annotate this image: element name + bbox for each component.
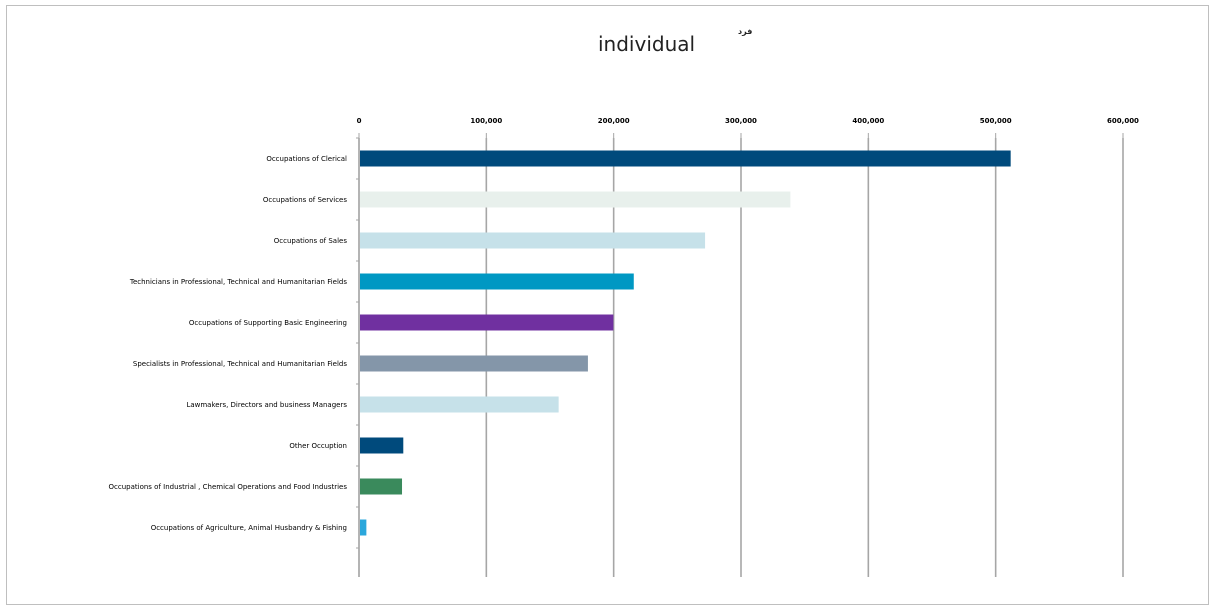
category-label: Occupations of Sales <box>274 237 348 245</box>
category-label: Occupations of Supporting Basic Engineer… <box>189 319 347 327</box>
x-tick-label: 400,000 <box>852 117 884 125</box>
bar <box>360 232 706 249</box>
bar <box>360 191 791 208</box>
bar <box>360 396 559 413</box>
x-tick-label: 500,000 <box>980 117 1012 125</box>
bar <box>360 437 404 454</box>
category-label: Other Occuption <box>289 442 347 450</box>
bar <box>360 150 1011 167</box>
x-tick-label: 100,000 <box>470 117 502 125</box>
bar <box>360 273 634 290</box>
x-tick-label: 300,000 <box>725 117 757 125</box>
category-label: Specialists in Professional, Technical a… <box>133 360 347 368</box>
bar <box>360 478 403 495</box>
bar-chart: 0 100,000 200,000 300,000 400,000 500,000 600,… <box>109 117 1139 577</box>
bar <box>360 314 614 331</box>
category-label: Technicians in Professional, Technical a… <box>129 278 347 286</box>
category-label: Lawmakers, Directors and business Manage… <box>186 401 347 409</box>
x-tick-label: 600,000 <box>1107 117 1139 125</box>
unit-label: فرد <box>738 27 753 36</box>
category-label: Occupations of Clerical <box>266 155 347 163</box>
category-label: Occupations of Agriculture, Animal Husba… <box>151 524 347 532</box>
category-label: Occupations of Services <box>263 196 348 204</box>
category-label: Occupations of Industrial , Chemical Ope… <box>109 483 348 491</box>
x-tick-label: 0 <box>357 117 362 125</box>
x-tick-label: 200,000 <box>598 117 630 125</box>
bar <box>360 355 588 372</box>
bar <box>360 519 367 536</box>
chart-title: individual <box>598 32 696 56</box>
